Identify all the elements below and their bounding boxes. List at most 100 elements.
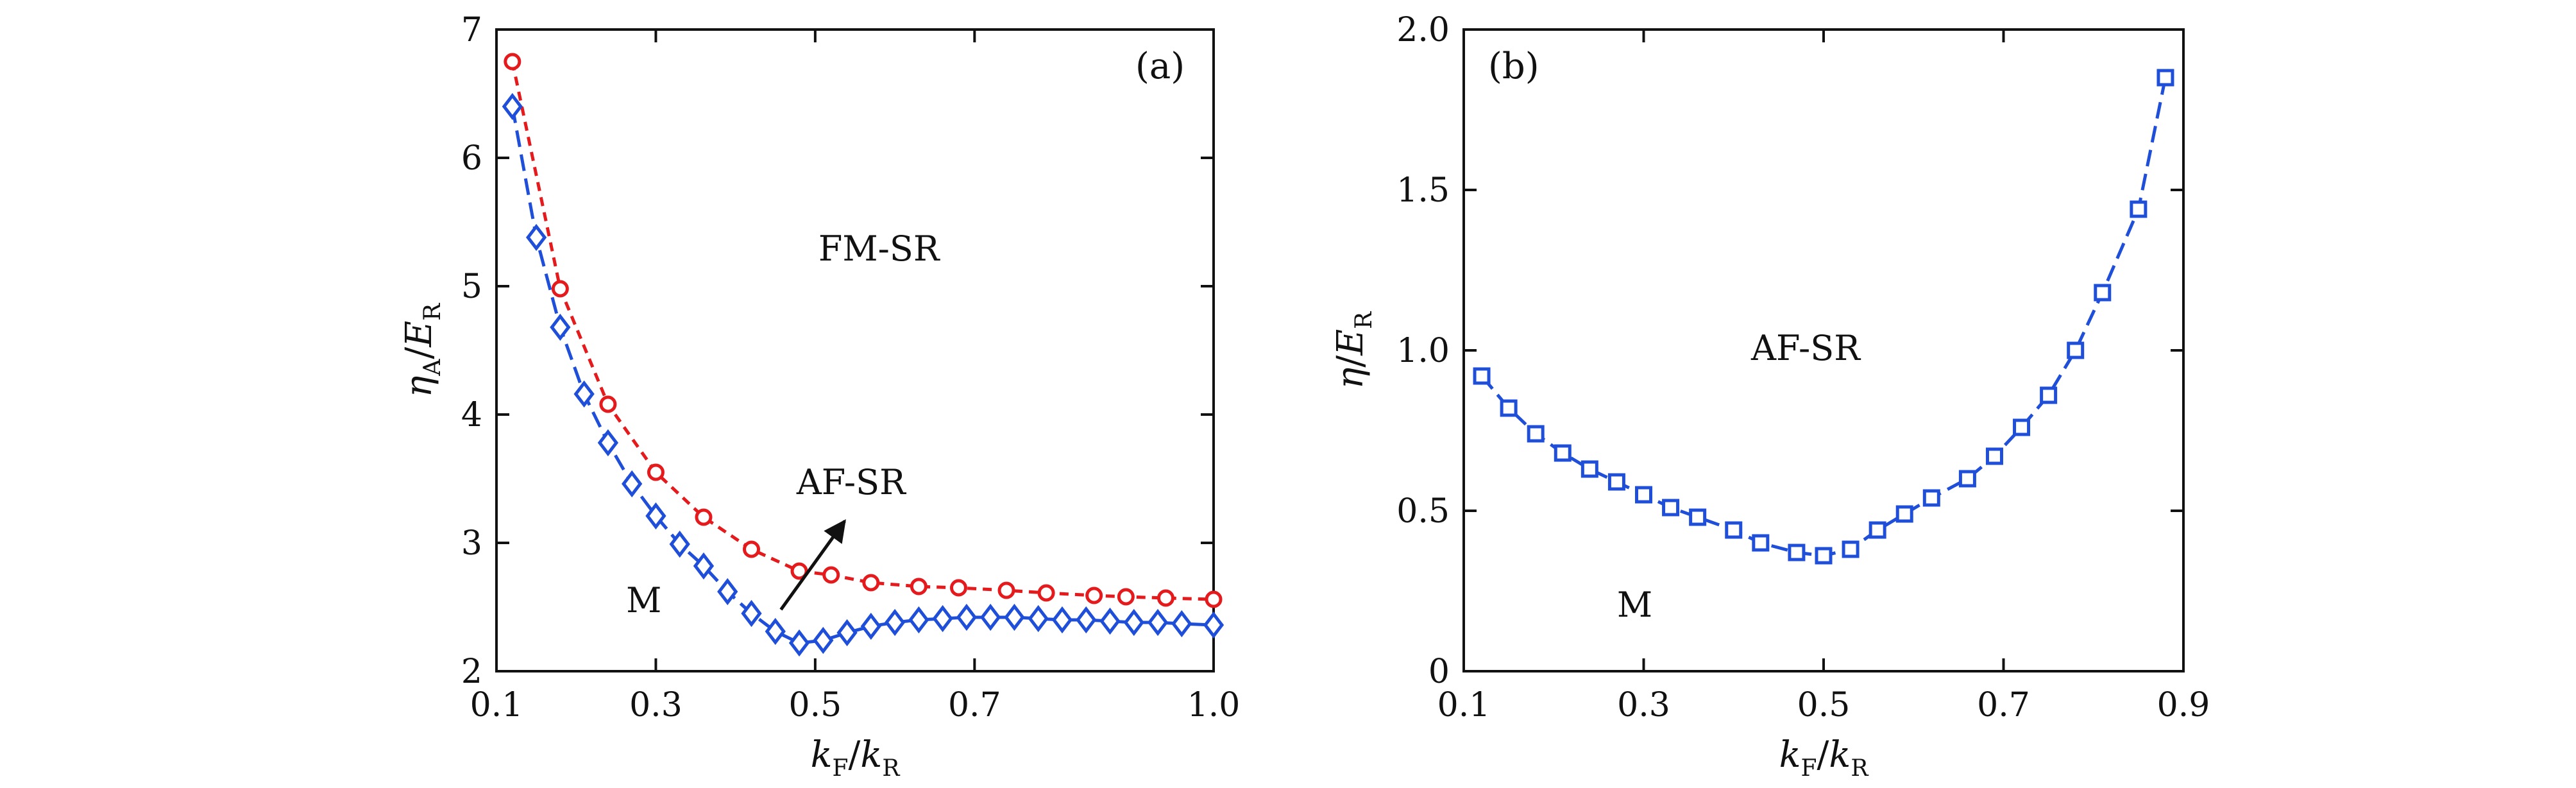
panel-a-y-axis-label: ηA/ER [398, 303, 446, 397]
panel-a-series-line-2 [511, 106, 1214, 645]
panel-b-data-point [1922, 489, 1940, 507]
panel-b-data-point [1689, 508, 1707, 526]
panel-b-data-point [1662, 499, 1680, 517]
panel-b-data-point [1788, 544, 1806, 561]
panel-a-data-point [573, 380, 595, 408]
panel-a-data-point [647, 463, 665, 481]
panel-a-series-line-1 [511, 61, 1214, 601]
panel-b-data-point [1473, 367, 1491, 385]
panel-b-data-point [1958, 470, 1976, 488]
panel-a-data-point [597, 429, 619, 457]
panel-a-x-tick-label: 0.7 [948, 686, 1001, 724]
panel-a-y-tick-label: 7 [461, 11, 482, 49]
panel-a-y-tick-label: 3 [461, 524, 482, 563]
panel-a-data-point [1051, 606, 1073, 634]
panel-a-annotations: FM-SR AF-SR M [626, 228, 940, 621]
panel-b-chart: 0.1 0.3 0.5 0.7 0.900.51.01.52.0 AF-SRM (b) … [1330, 11, 2210, 782]
panel-b-data-point [2094, 284, 2112, 302]
panel-a-data-point [1004, 603, 1025, 631]
panel-b-data-point [1635, 486, 1652, 504]
panel-a-data-point [525, 223, 547, 252]
panel-a-data-point [910, 578, 928, 595]
panel-b-y-tick-label: 0 [1428, 653, 1450, 691]
panel-b-data-point [1868, 521, 1886, 539]
panel-a-ticks: 0.1 0.3 0.5 0.7 1.0 2 3 4 5 6 7 [461, 11, 1240, 724]
panel-b-data-point [2130, 200, 2148, 218]
panel-a-data-point [997, 581, 1015, 599]
panel-a-data-point [822, 566, 840, 584]
panel-b-data-point [1752, 534, 1770, 552]
panel-a-data-point [1099, 607, 1121, 635]
panel-a-data-point [502, 92, 523, 121]
panel-a-x-tick-label: 0.5 [789, 686, 842, 724]
panel-b-data-point [1895, 505, 1913, 523]
panel-a-data-point [956, 603, 978, 631]
panel-b-ticks: 0.1 0.3 0.5 0.7 0.9 0 0.5 1.0 1.5 2.0 [1396, 11, 2210, 724]
panel-b-y-tick-label: 1.0 [1396, 332, 1450, 370]
panel-a-data-point [1117, 588, 1135, 606]
panel-b-data-point [1554, 444, 1572, 462]
panel-a-chart: 0.1 0.3 0.5 0.7 1.0 2 3 4 5 6 7 FM-SR AF-SR M (a) kF… [398, 11, 1240, 782]
panel-b-data-point [1500, 399, 1518, 417]
panel-b-data-point [1580, 460, 1598, 478]
panel-a-y-tick-label: 5 [461, 268, 482, 306]
panel-a-data-point [765, 617, 786, 646]
panel-a-data-point [860, 612, 881, 640]
panel-a-x-axis-label: kF/kR [811, 734, 901, 782]
panel-b-data-point [2067, 341, 2085, 359]
panel-a-data-point [1203, 611, 1224, 639]
panel-a-label: (a) [1135, 46, 1185, 87]
panel-b-x-axis-label: kF/kR [1779, 734, 1869, 782]
panel-a-data-point [1085, 587, 1103, 604]
panel-a-data-point [949, 579, 967, 597]
panel-b-data-point [1815, 547, 1833, 565]
panel-a-data-point [717, 578, 738, 606]
panel-b-series [1473, 69, 2174, 565]
panel-a-x-tick-label: 0.3 [629, 686, 682, 724]
panel-b-y-tick-label: 2.0 [1396, 11, 1450, 49]
panel-a-data-point [1037, 584, 1055, 602]
panel-b-data-point [1985, 447, 2003, 465]
panel-a-y-tick-label: 4 [461, 396, 482, 434]
panel-b-x-tick-label: 0.7 [1977, 686, 2030, 724]
panel-b-x-tick-label: 0.5 [1797, 686, 1851, 724]
panel-a-data-point [1205, 590, 1223, 608]
panel-a-data-point [790, 562, 808, 580]
panel-a-data-point [788, 629, 810, 657]
panel-a-region-label: AF-SR [796, 462, 906, 502]
panel-a-data-point [1157, 589, 1174, 607]
panel-a-data-point [695, 508, 713, 526]
panel-a-data-point [884, 608, 906, 637]
panel-b-x-tick-label: 0.3 [1617, 686, 1670, 724]
panel-a-data-point [908, 606, 929, 634]
panel-a-y-tick-label: 2 [461, 653, 482, 691]
panel-a-data-point [743, 540, 761, 558]
panel-a-data-point [551, 280, 569, 298]
panel-a-frame [495, 28, 1215, 672]
panel-a-x-tick-label: 1.0 [1187, 686, 1241, 724]
panel-b-data-point [2157, 69, 2174, 87]
panel-b-data-point [2013, 418, 2031, 436]
panel-a-data-point [504, 53, 521, 71]
panel-a-data-point [1147, 608, 1169, 637]
panel-a-arrow [779, 519, 846, 611]
panel-b-region-label: M [1617, 585, 1652, 625]
panel-b-x-tick-label: 0.9 [2157, 686, 2210, 724]
panel-a-data-point [836, 619, 858, 647]
panel-a-data-point [932, 604, 953, 633]
panel-b-region-label: AF-SR [1750, 328, 1861, 368]
panel-a-x-tick-label: 0.1 [470, 686, 523, 724]
panel-a-region-label: FM-SR [818, 228, 940, 269]
panel-a-data-point [1171, 610, 1192, 638]
panel-a-data-point [669, 530, 690, 558]
panel-a-data-point [1028, 604, 1049, 633]
panel-b-y-tick-label: 1.5 [1396, 171, 1450, 210]
panel-a-data-point [980, 603, 1001, 631]
panel-a-data-point [813, 626, 834, 655]
panel-b-y-tick-label: 0.5 [1396, 492, 1450, 531]
panel-a-data-point [622, 470, 643, 498]
panel-a-region-label: M [626, 580, 661, 621]
panel-a-y-tick-label: 6 [461, 139, 482, 178]
panel-a-data-point [693, 552, 715, 580]
panel-b-x-tick-label: 0.1 [1437, 686, 1491, 724]
